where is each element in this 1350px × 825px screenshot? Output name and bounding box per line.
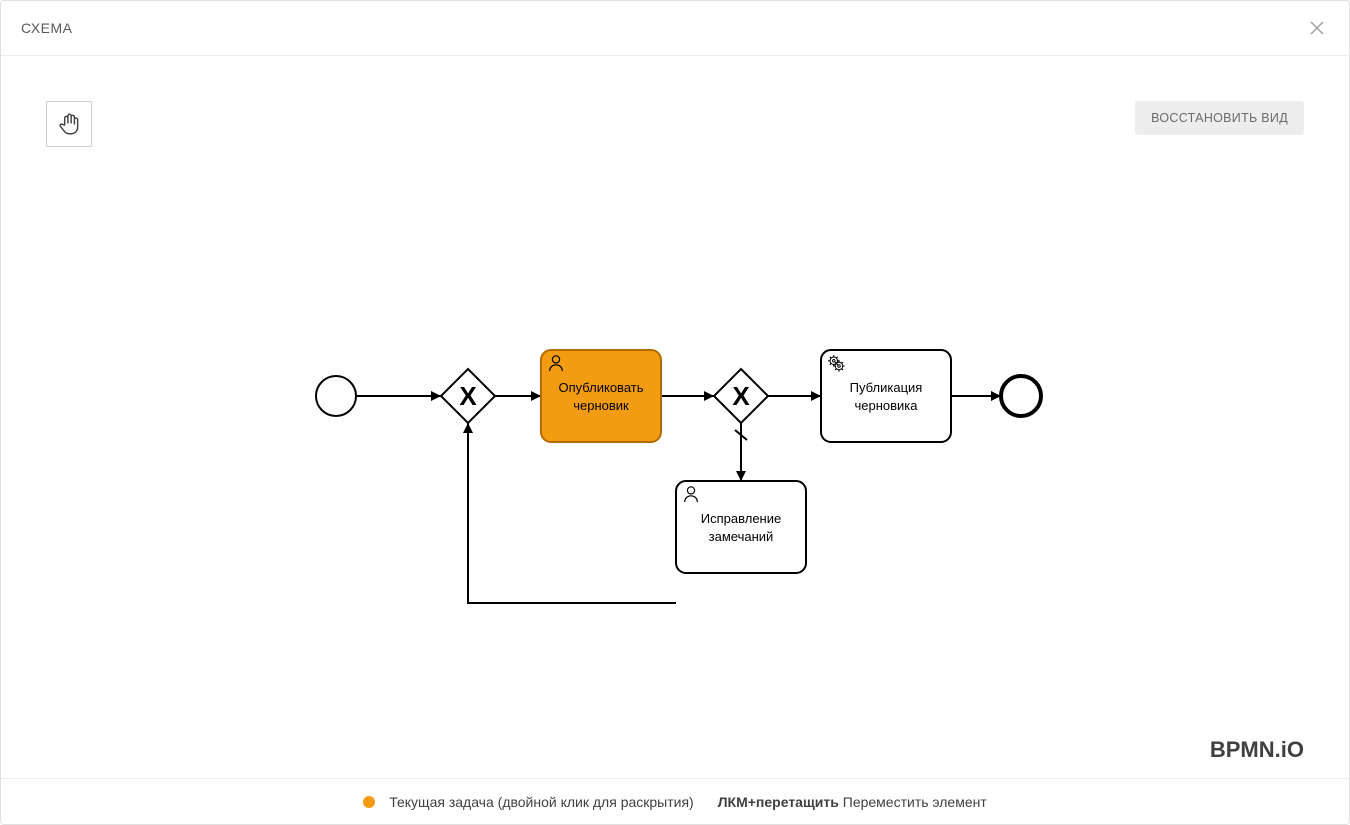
task-label: Исправление — [701, 511, 781, 526]
task-label: Опубликовать — [558, 380, 643, 395]
diagram-window: СХЕМА ВОССТАНОВИТЬ ВИД XОпубликоватьчерн… — [0, 0, 1350, 825]
hint-bold: ЛКМ+перетащить — [718, 794, 839, 810]
task-label: замечаний — [709, 529, 774, 544]
close-icon — [1309, 20, 1325, 36]
user-task[interactable] — [676, 481, 806, 573]
service-task[interactable] — [821, 350, 951, 442]
gateway-marker-icon: X — [732, 381, 750, 411]
task-label: черновик — [573, 398, 629, 413]
bpmn-diagram[interactable]: X Опубликовать черновик X Публикация черновик… — [1, 56, 1350, 780]
bpmn-io-logo: BPMN.iO — [1210, 737, 1304, 763]
start-event[interactable] — [316, 376, 356, 416]
window-header: СХЕМА — [1, 1, 1349, 56]
canvas[interactable]: ВОССТАНОВИТЬ ВИД XОпубликоватьчерновикXП… — [1, 56, 1349, 778]
legend-dot-icon — [363, 796, 375, 808]
user-task[interactable] — [541, 350, 661, 442]
legend-text: Текущая задача (двойной клик для раскрыт… — [389, 794, 694, 810]
task-label: Публикация — [850, 380, 923, 395]
end-event[interactable] — [1001, 376, 1041, 416]
task-label: черновика — [854, 398, 918, 413]
hint-rest: Переместить элемент — [843, 794, 987, 810]
window-title: СХЕМА — [21, 20, 73, 36]
close-button[interactable] — [1305, 16, 1329, 40]
gateway-marker-icon: X — [459, 381, 477, 411]
sequence-flow[interactable] — [468, 423, 676, 603]
footer-bar: Текущая задача (двойной клик для раскрыт… — [1, 778, 1349, 824]
